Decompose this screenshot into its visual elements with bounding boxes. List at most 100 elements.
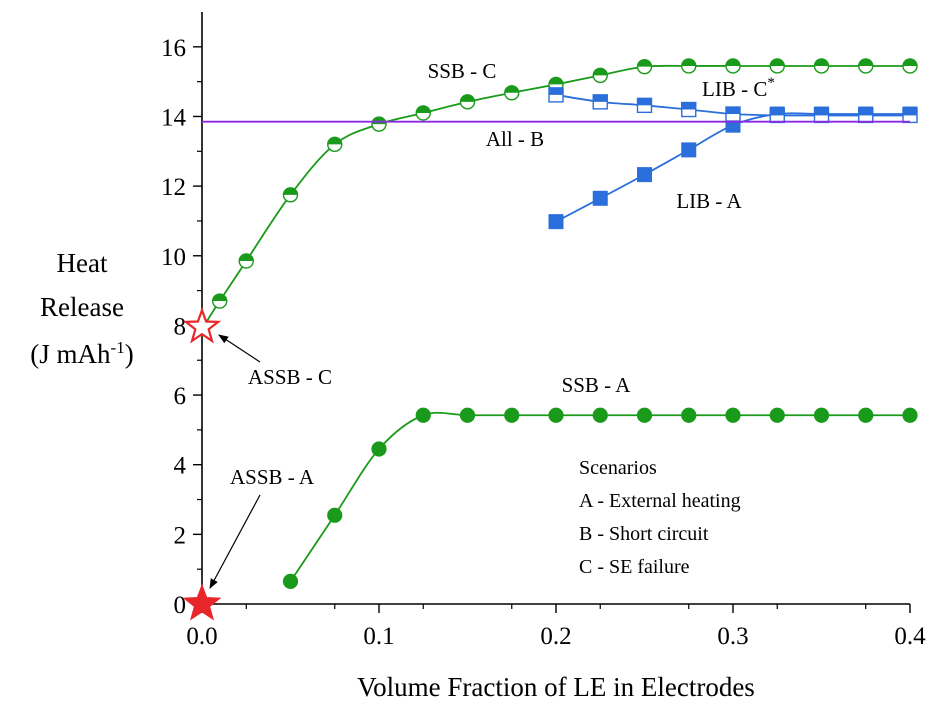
data-point-fill [460,94,475,102]
label-all-b: All - B [486,127,544,151]
legend-entry-b: B - Short circuit [579,523,709,545]
x-tick-label: 0.3 [717,623,748,650]
data-point [637,167,652,183]
y-axis-title-line2: Release [40,292,124,322]
y-axis-title-prefix: (J mAh [30,339,111,369]
x-axis-title: Volume Fraction of LE in Electrodes [357,672,755,702]
data-point [858,407,874,423]
data-point [902,407,918,423]
data-point [858,107,874,124]
data-point-fill [212,294,227,302]
data-point [636,407,653,423]
data-point [548,214,564,230]
label-lib-c: LIB - C* [702,75,775,101]
data-point [592,94,608,110]
data-point [548,87,564,103]
series-layer [182,58,918,621]
data-point [504,85,520,101]
series-ssb-a [282,407,918,589]
data-point [902,58,918,74]
data-point-fill [681,58,696,66]
y-tick-label: 8 [174,313,187,340]
x-tick-label: 0.4 [894,623,926,650]
series-assb-a [182,583,222,621]
data-point-fill [770,58,785,66]
data-point [813,107,830,124]
data-point [769,407,785,423]
data-point [681,101,697,118]
y-axis-title-line1: Heat [57,248,108,278]
data-point-fill [372,117,386,125]
x-tick-label: 0.1 [363,623,394,650]
data-point-fill [814,108,829,116]
data-point-fill [903,108,917,116]
data-point [459,94,476,110]
data-point [327,507,343,523]
data-point-fill [504,85,519,93]
data-point-fill [327,137,342,145]
data-point [636,97,653,114]
data-point [725,58,741,74]
label-lib-c-text: LIB - C [702,77,767,101]
arrow-assb-a [209,494,261,589]
data-point-fill [858,108,873,116]
data-point [592,67,608,84]
y-tick-label: 0 [174,592,187,619]
label-ssb-a: SSB - A [562,373,632,397]
data-point-fill [283,187,298,195]
y-tick-label: 14 [161,104,187,131]
data-point [211,293,228,309]
y-axis-title-line3: (J mAh-1) [30,338,133,369]
data-point-star [182,306,222,344]
data-point-fill [903,58,917,66]
data-point [282,187,299,203]
data-point-fill [858,58,873,66]
data-point [504,407,520,423]
label-ssb-c: SSB - C [428,59,497,83]
data-point-fill [549,77,563,85]
x-tick-label: 0.0 [186,623,217,650]
data-point-fill [637,98,652,106]
data-point-fill [549,87,563,95]
x-tick-label: 0.2 [540,623,571,650]
legend-title: Scenarios [579,457,657,479]
y-tick-label: 6 [174,383,187,410]
y-tick-label: 16 [161,35,186,62]
label-assb-c: ASSB - C [248,365,332,389]
data-point [725,407,741,423]
data-point-fill [239,253,254,261]
data-point [681,142,697,158]
data-point [902,107,918,124]
series-lib-c [548,87,918,124]
series-assb-c [182,306,222,344]
data-point [813,407,830,423]
data-point-fill [726,107,740,115]
data-point [459,407,476,423]
data-point [548,407,564,423]
data-point [238,253,254,269]
legend-entry-c: C - SE failure [579,556,690,578]
data-point [415,407,431,423]
y-tick-label: 4 [174,453,187,480]
y-axis-title-superscript: -1 [111,338,125,357]
data-point [371,116,387,132]
data-point-fill [416,105,431,113]
y-tick-label: 2 [174,522,187,549]
y-axis-title-suffix: ) [125,339,134,369]
data-point-fill [637,59,652,67]
label-lib-c-sup: * [767,75,775,91]
data-point [371,441,387,457]
legend: Scenarios A - External heating B - Short… [579,457,741,578]
data-point [182,583,222,621]
data-point [858,58,874,74]
y-tick-label: 12 [161,174,186,201]
data-point [182,306,222,344]
data-point-fill [593,94,608,102]
data-point [769,58,785,74]
label-assb-a: ASSB - A [230,465,315,489]
data-point [681,58,697,74]
arrow-assb-c [218,334,261,363]
data-point [592,190,608,206]
